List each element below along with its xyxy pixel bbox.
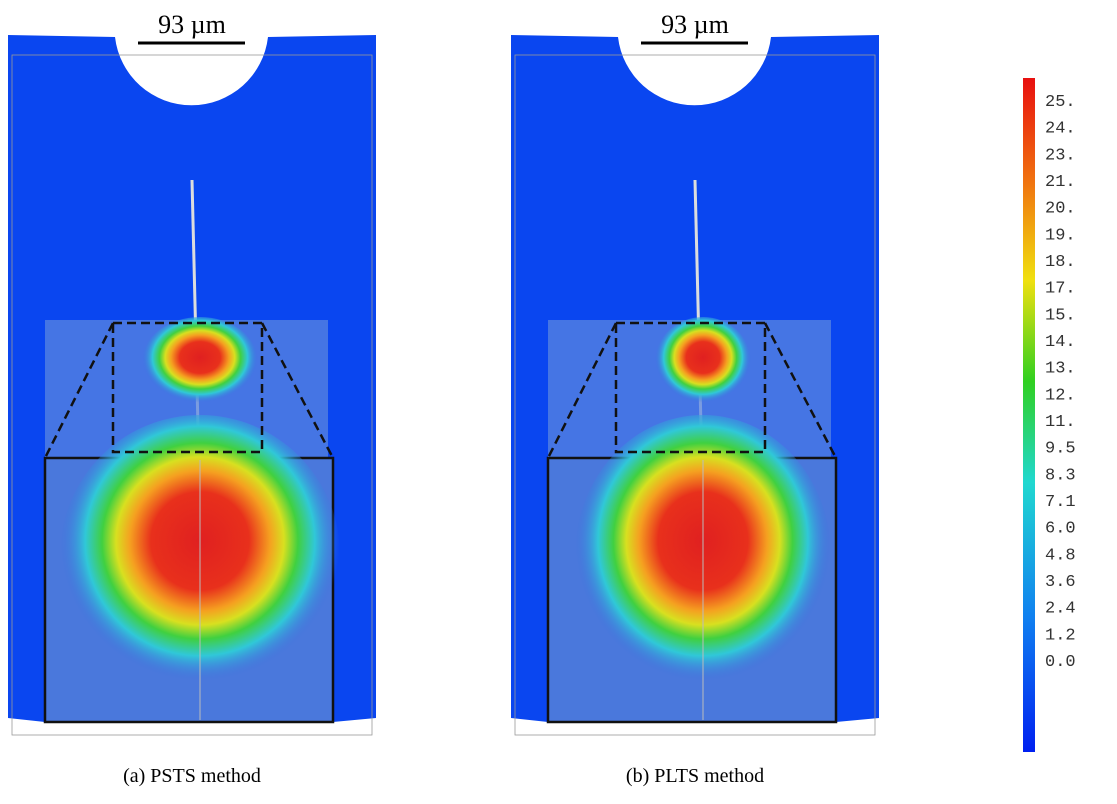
specimen-edge (514, 54, 876, 736)
colorbar-label: 3.6 (1045, 573, 1076, 592)
colorbar-label: 24. (1045, 120, 1076, 139)
zoom-line (546, 322, 618, 459)
colorbar-label: 21. (1045, 173, 1076, 192)
colorbar-label: 15. (1045, 306, 1076, 325)
zoom-line (260, 322, 335, 459)
zoom-source (614, 321, 767, 454)
scale-bar-label: 93 µm (661, 10, 729, 39)
contour-small (142, 317, 258, 407)
colorbar-label: 11. (1045, 413, 1076, 432)
zoom-source (111, 321, 264, 454)
colorbar-label: 7.1 (1045, 493, 1076, 512)
panel: 93 µm (b) PLTS method (511, 5, 879, 787)
colorbar-label: 4.8 (1045, 546, 1076, 565)
zoom-line (43, 322, 115, 459)
caption: (a) PSTS method (123, 765, 261, 787)
colorbar-label: 12. (1045, 386, 1076, 405)
specimen-edge (11, 54, 373, 736)
colorbar-label: 14. (1045, 333, 1076, 352)
colorbar-label: 8.3 (1045, 466, 1076, 485)
colorbar-label: 18. (1045, 253, 1076, 272)
colorbar-label: 19. (1045, 226, 1076, 245)
colorbar-label: 0.0 (1045, 653, 1076, 672)
colorbar-label: 6.0 (1045, 520, 1076, 539)
contour-small (655, 317, 751, 407)
scale-bar-bg (638, 5, 751, 45)
colorbar-label: 2.4 (1045, 600, 1076, 619)
colorbar-label: 23. (1045, 146, 1076, 165)
colorbar-label: 9.5 (1045, 440, 1076, 459)
scale-bar-bg (135, 5, 248, 45)
zoom-line (763, 322, 838, 459)
colorbar-label: 17. (1045, 280, 1076, 299)
colorbar-label: 25. (1045, 93, 1076, 112)
caption: (b) PLTS method (626, 765, 764, 787)
panel: 93 µm (a) PSTS method (8, 5, 376, 787)
colorbar (1023, 78, 1035, 752)
colorbar-label: 1.2 (1045, 626, 1076, 645)
colorbar-label: 13. (1045, 360, 1076, 379)
colorbar-label: 20. (1045, 200, 1076, 219)
scale-bar-label: 93 µm (158, 10, 226, 39)
